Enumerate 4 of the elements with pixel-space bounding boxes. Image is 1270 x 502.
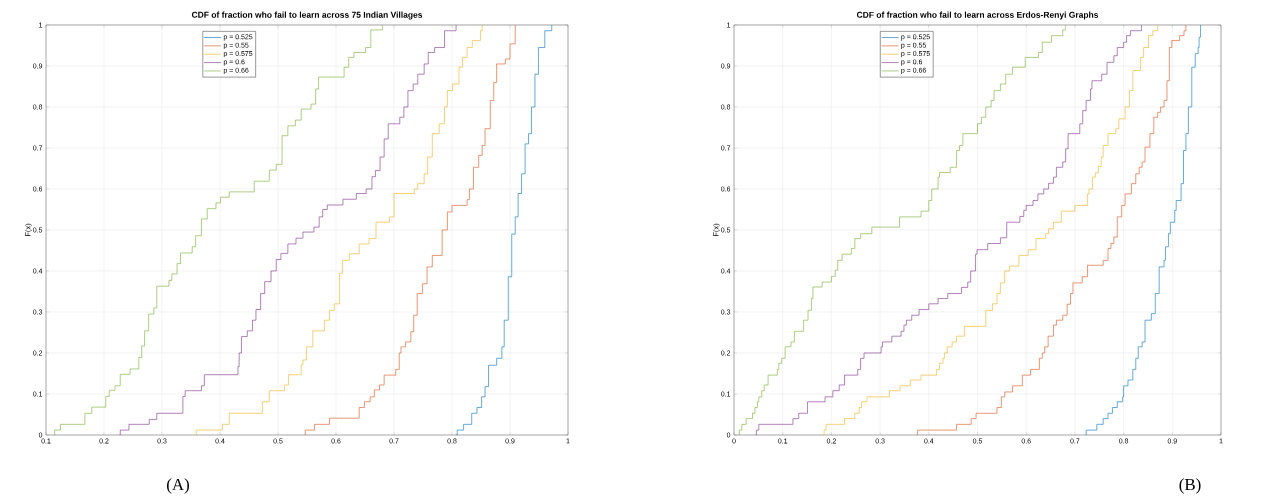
text: (B) [1179,478,1201,494]
text: (A) [167,478,190,494]
chart-title: CDF of fraction who fail to learn across 75 Indian Villages [191,11,423,20]
chart-title: CDF of fraction who fail to learn across Erdos-Renyi Graphs [856,11,1099,20]
